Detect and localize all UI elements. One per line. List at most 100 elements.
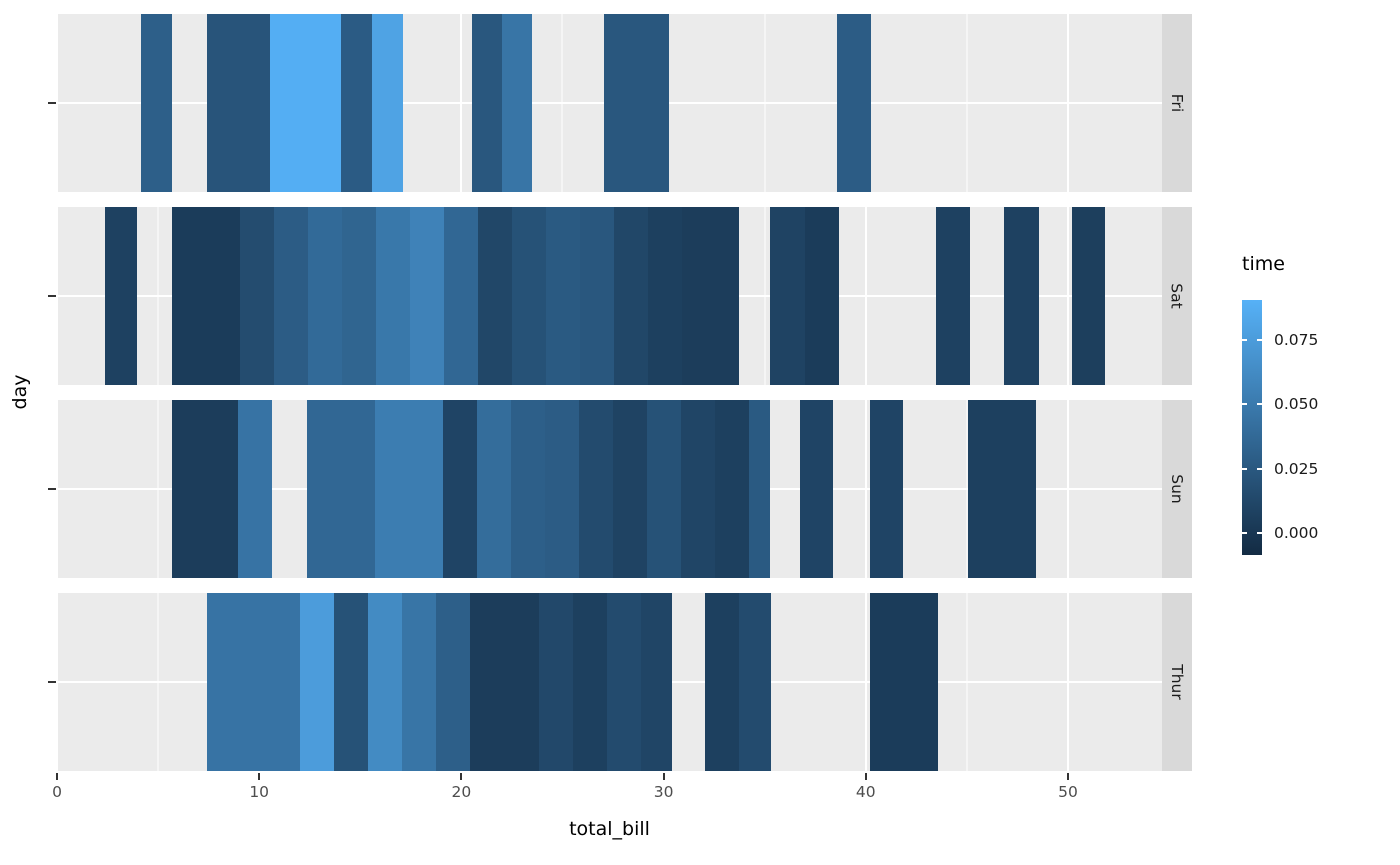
- density-tile: [681, 207, 740, 385]
- x-tick-mark: [56, 773, 58, 780]
- legend-tick-mark: [1242, 338, 1247, 341]
- density-tile: [641, 593, 672, 771]
- x-tick-mark: [258, 773, 261, 780]
- x-axis: 0 10 20 30 40 50: [52, 771, 1162, 807]
- density-tile: [705, 593, 740, 771]
- facet-strip-label: Fri: [1168, 93, 1186, 113]
- legend-tick-label: 0.000: [1274, 524, 1319, 543]
- density-tile: [341, 14, 373, 192]
- x-tick-label: 10: [249, 783, 270, 801]
- legend-colorbar-area: 0.000 0.025 0.050 0.075: [1242, 300, 1382, 555]
- density-tile: [443, 400, 477, 578]
- density-tile: [471, 14, 502, 192]
- density-tile: [613, 400, 648, 578]
- density-tile: [647, 400, 681, 578]
- panel-sun: [57, 400, 1162, 578]
- density-tile: [603, 14, 669, 192]
- facet-row-thur: Thur: [48, 593, 1192, 771]
- density-tile: [401, 593, 437, 771]
- density-tile: [372, 14, 403, 192]
- facet-strip-sat: Sat: [1162, 207, 1192, 385]
- facet-row-sat: Sat: [48, 207, 1192, 385]
- y-tick-mark: [48, 295, 56, 297]
- x-tick-label: 40: [855, 783, 876, 801]
- density-tile: [614, 207, 649, 385]
- legend-tick-mark: [1242, 403, 1247, 406]
- facet-strip-fri: Fri: [1162, 14, 1192, 192]
- facet-strip-sun: Sun: [1162, 400, 1192, 578]
- density-tile: [539, 593, 573, 771]
- density-tile: [800, 400, 834, 578]
- density-tile: [510, 400, 546, 578]
- x-tick-label: 30: [653, 783, 674, 801]
- density-tile: [206, 593, 300, 771]
- legend: time 0.000 0.025 0.050 0.075: [1238, 252, 1396, 555]
- density-tile: [805, 207, 840, 385]
- density-tile: [206, 14, 271, 192]
- x-tick-mark: [662, 773, 665, 780]
- facet-strip-label: Sun: [1168, 474, 1186, 504]
- x-tick-label: 20: [451, 783, 472, 801]
- density-tile: [837, 14, 871, 192]
- density-tile: [578, 400, 614, 578]
- density-tile: [511, 207, 547, 385]
- density-tile: [274, 207, 308, 385]
- legend-tick-mark: [1242, 467, 1247, 470]
- legend-tick-mark: [1242, 532, 1247, 535]
- facet-row-fri: Fri: [48, 14, 1192, 192]
- y-tick-mark: [48, 488, 56, 490]
- panel-thur: [57, 593, 1162, 771]
- facet-row-sun: Sun: [48, 400, 1192, 578]
- legend-title: time: [1242, 253, 1285, 275]
- facet-strip-thur: Thur: [1162, 593, 1192, 771]
- density-tile: [270, 14, 342, 192]
- density-tile: [572, 593, 607, 771]
- density-tile: [935, 207, 970, 385]
- density-tile: [648, 207, 682, 385]
- density-tile: [239, 207, 275, 385]
- panel-sat: [57, 207, 1162, 385]
- density-tile: [869, 400, 904, 578]
- density-tile: [967, 400, 1036, 578]
- x-axis-title: total_bill: [569, 818, 650, 840]
- density-tile: [172, 400, 238, 578]
- legend-tick-label: 0.075: [1274, 330, 1319, 349]
- legend-tick-mark: [1257, 467, 1262, 470]
- density-tile: [306, 400, 376, 578]
- density-tile: [680, 400, 716, 578]
- density-tile: [334, 593, 369, 771]
- legend-tick-label: 0.025: [1274, 459, 1319, 478]
- density-tile: [237, 400, 273, 578]
- legend-tick-label: 0.050: [1274, 395, 1319, 414]
- density-tile: [376, 207, 410, 385]
- legend-tick-mark: [1257, 532, 1262, 535]
- density-tile: [739, 593, 771, 771]
- x-tick-mark: [1066, 773, 1069, 780]
- x-tick-label: 50: [1058, 783, 1078, 801]
- density-tile: [470, 593, 540, 771]
- facet-strip-label: Thur: [1168, 664, 1186, 700]
- x-tick-label: 0: [52, 783, 62, 801]
- facet-strip-label: Sat: [1167, 283, 1186, 309]
- legend-tick-mark: [1257, 403, 1262, 406]
- density-tile: [375, 400, 444, 578]
- density-tile: [545, 400, 579, 578]
- density-tile: [299, 593, 334, 771]
- density-tile: [368, 593, 402, 771]
- density-tile: [476, 400, 511, 578]
- x-tick-mark: [864, 773, 867, 780]
- panel-fri: [57, 14, 1162, 192]
- y-axis-title: day: [9, 374, 31, 410]
- density-tile: [1072, 207, 1106, 385]
- density-tile: [477, 207, 512, 385]
- density-tile: [172, 207, 240, 385]
- density-tile: [140, 14, 173, 192]
- y-tick-mark: [48, 681, 56, 683]
- legend-colorbar: [1242, 300, 1262, 555]
- density-tile: [869, 593, 938, 771]
- x-tick-mark: [460, 773, 463, 780]
- y-tick-mark: [48, 102, 56, 104]
- density-tile: [606, 593, 642, 771]
- legend-tick-mark: [1257, 338, 1262, 341]
